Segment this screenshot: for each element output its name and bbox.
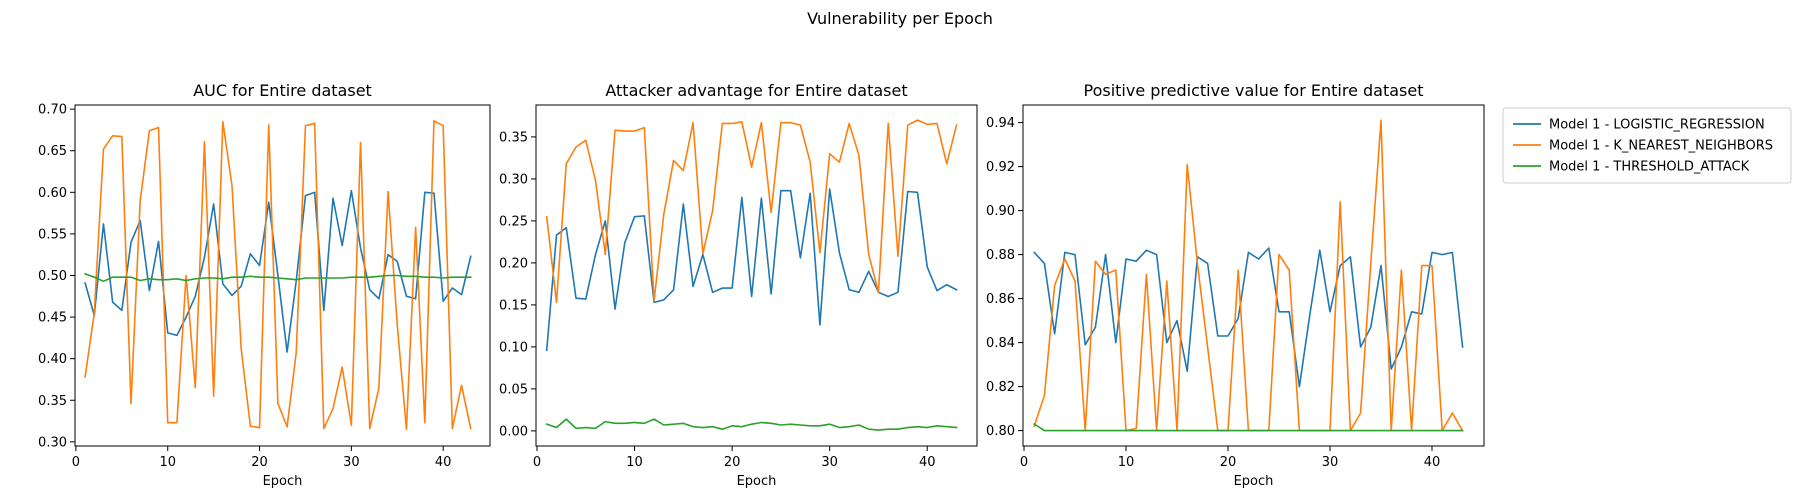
- series-line-model-1-threshold-attack: [1033, 422, 1464, 432]
- plot-frame: [535, 104, 978, 447]
- y-tick-label: 0.84: [986, 336, 1015, 351]
- x-tick-label: 30: [343, 455, 360, 470]
- y-tick-label: 0.25: [499, 214, 528, 229]
- series-line-model-1-logistic-regression: [545, 188, 958, 352]
- x-tick-label: 40: [435, 455, 452, 470]
- x-tick-label: 0: [1020, 455, 1028, 470]
- x-tick-label: 30: [821, 455, 838, 470]
- chart-title: Attacker advantage for Entire dataset: [605, 81, 907, 100]
- y-tick-label: 0.82: [986, 380, 1015, 395]
- y-tick-label: 0.55: [38, 227, 67, 242]
- y-tick-label: 0.94: [986, 116, 1015, 131]
- series-line-model-1-logistic-regression: [1033, 247, 1464, 388]
- x-axis-label: Epoch: [737, 474, 777, 489]
- y-tick-label: 0.90: [986, 204, 1015, 219]
- y-tick-label: 0.05: [499, 382, 528, 397]
- x-axis-label: Epoch: [263, 474, 303, 489]
- y-tick-label: 0.35: [499, 130, 528, 145]
- x-tick-label: 20: [724, 455, 741, 470]
- y-tick-label: 0.60: [38, 186, 67, 201]
- series-group: [545, 119, 958, 431]
- chart-panel-3: Positive predictive value for Entire dat…: [986, 81, 1485, 489]
- x-tick-label: 0: [533, 455, 541, 470]
- series-line-model-1-k-nearest-neighbors: [545, 119, 958, 304]
- x-tick-label: 30: [1322, 455, 1339, 470]
- y-tick-label: 0.30: [499, 172, 528, 187]
- x-axis-label: Epoch: [1234, 474, 1274, 489]
- series-line-model-1-k-nearest-neighbors: [84, 120, 472, 431]
- y-tick-label: 0.50: [38, 269, 67, 284]
- y-tick-label: 0.80: [986, 424, 1015, 439]
- y-tick-label: 0.86: [986, 292, 1015, 307]
- y-tick-label: 0.10: [499, 340, 528, 355]
- x-tick-label: 10: [159, 455, 176, 470]
- legend: Model 1 - LOGISTIC_REGRESSION Model 1 - K…: [1502, 107, 1792, 184]
- legend-label: Model 1 - THRESHOLD_ATTACK: [1549, 160, 1750, 175]
- x-tick-label: 20: [251, 455, 268, 470]
- y-tick-label: 0.88: [986, 248, 1015, 263]
- chart-panel-2: Attacker advantage for Entire dataset 0 10…: [499, 81, 978, 489]
- series-group: [1033, 119, 1464, 432]
- series-line-model-1-threshold-attack: [545, 418, 958, 431]
- chart-title: Positive predictive value for Entire dat…: [1084, 81, 1424, 100]
- legend-label: Model 1 - LOGISTIC_REGRESSION: [1549, 118, 1765, 133]
- y-tick-label: 0.40: [38, 352, 67, 367]
- plot-frame: [1022, 104, 1485, 447]
- figure-title: Vulnerability per Epoch: [807, 9, 993, 28]
- y-tick-label: 0.70: [38, 103, 67, 118]
- chart-title: AUC for Entire dataset: [193, 81, 372, 100]
- plot-frame: [74, 104, 491, 447]
- y-tick-label: 0.92: [986, 160, 1015, 175]
- series-line-model-1-threshold-attack: [84, 272, 472, 283]
- y-tick-label: 0.65: [38, 144, 67, 159]
- x-tick-label: 0: [72, 455, 80, 470]
- legend-frame: [1502, 107, 1792, 184]
- x-tick-label: 10: [1118, 455, 1135, 470]
- x-tick-label: 10: [626, 455, 643, 470]
- y-tick-label: 0.20: [499, 256, 528, 271]
- chart-panel-1: AUC for Entire dataset 0 10 20 30 40 0.30 0.35 0…: [38, 81, 491, 489]
- y-tick-label: 0.15: [499, 298, 528, 313]
- x-tick-label: 40: [919, 455, 936, 470]
- y-tick-label: 0.45: [38, 311, 67, 326]
- y-tick-label: 0.00: [499, 424, 528, 439]
- series-line-model-1-logistic-regression: [84, 189, 472, 353]
- legend-label: Model 1 - K_NEAREST_NEIGHBORS: [1549, 139, 1773, 154]
- x-tick-label: 40: [1424, 455, 1441, 470]
- x-tick-label: 20: [1220, 455, 1237, 470]
- y-tick-label: 0.35: [38, 394, 67, 409]
- y-tick-label: 0.30: [38, 435, 67, 450]
- series-group: [84, 120, 472, 431]
